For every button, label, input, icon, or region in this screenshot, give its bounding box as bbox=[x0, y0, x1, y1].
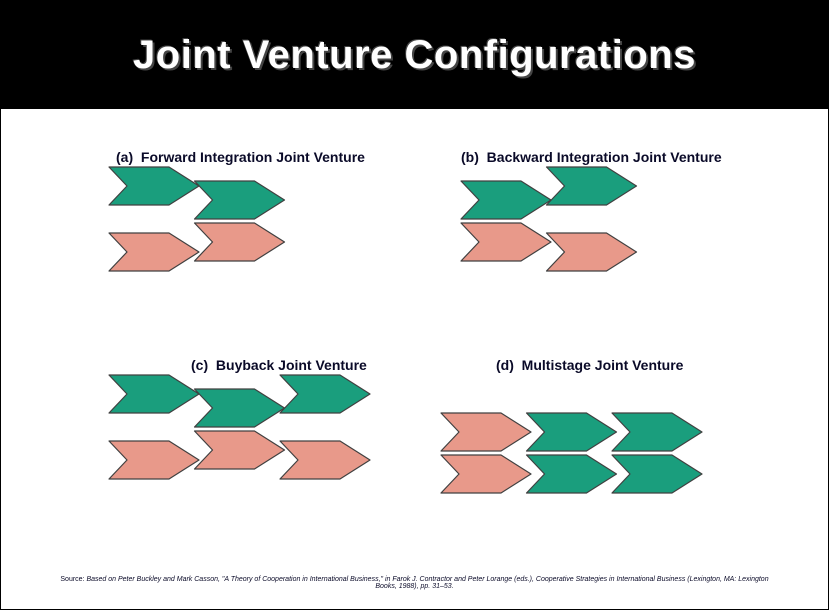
diagram-svg bbox=[1, 109, 828, 569]
slide-body: (a) Forward Integration Joint Venture (b… bbox=[1, 109, 828, 609]
source-prefix: Source: bbox=[60, 576, 84, 583]
slide-title: Joint Venture Configurations bbox=[133, 33, 696, 78]
slide: Joint Venture Configurations (a) Forward… bbox=[0, 0, 829, 610]
title-bar: Joint Venture Configurations bbox=[1, 1, 828, 109]
source-citation: Source: Based on Peter Buckley and Mark … bbox=[51, 576, 778, 591]
source-text: Based on Peter Buckley and Mark Casson, … bbox=[85, 576, 769, 591]
